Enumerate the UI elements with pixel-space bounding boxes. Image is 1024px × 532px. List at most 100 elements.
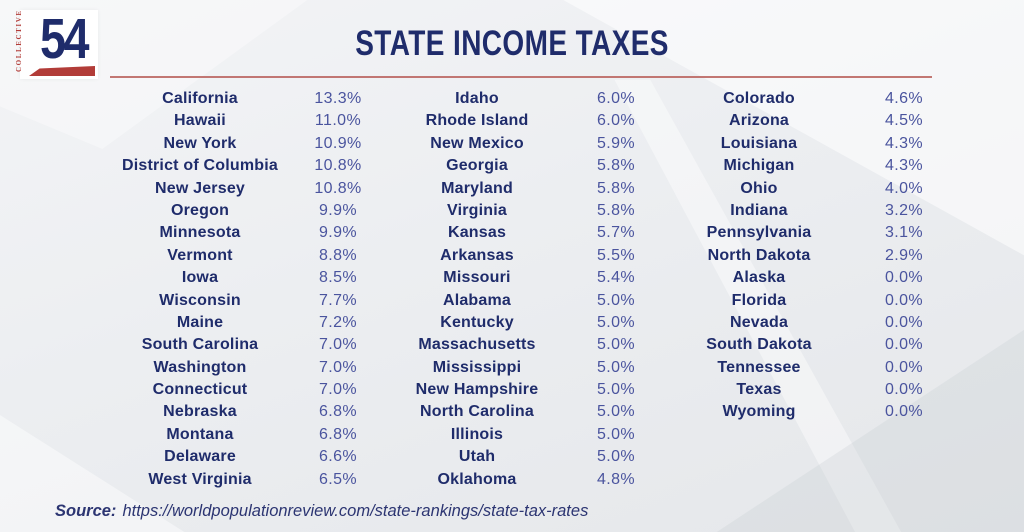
state-name: Alaska <box>732 269 786 287</box>
tax-rate: 9.9% <box>318 224 358 242</box>
table-row: South Carolina 7.0% <box>60 334 390 356</box>
table-row: Washington 7.0% <box>60 357 390 379</box>
state-name: Wisconsin <box>159 291 241 309</box>
state-name: Utah <box>458 448 496 466</box>
tax-rate: 6.8% <box>318 403 358 421</box>
tax-rate: 5.8% <box>596 179 636 197</box>
tax-rate: 0.0% <box>884 403 924 421</box>
table-row: New Mexico 5.9% <box>347 133 667 155</box>
state-name: Texas <box>736 381 782 399</box>
state-name: Tennessee <box>717 358 801 376</box>
tax-rate: 7.0% <box>318 381 358 399</box>
state-name: Missouri <box>443 269 511 287</box>
tax-rate: 0.0% <box>884 269 924 287</box>
tax-rate: 13.3% <box>314 90 362 107</box>
table-row: Mississippi 5.0% <box>347 357 667 379</box>
table-row: Louisiana 4.3% <box>629 133 949 155</box>
table-row: Arkansas 5.5% <box>347 245 667 267</box>
tax-rate: 9.9% <box>318 201 358 219</box>
state-name: California <box>162 90 238 107</box>
table-row: Utah 5.0% <box>347 446 667 468</box>
state-name: Oklahoma <box>437 470 517 488</box>
table-row: Massachusetts 5.0% <box>347 334 667 356</box>
state-name: Hawaii <box>174 112 226 130</box>
tax-rate: 5.0% <box>596 291 636 309</box>
tax-rate: 0.0% <box>884 313 924 331</box>
tax-rate: 6.5% <box>318 470 358 488</box>
tax-rate: 4.3% <box>884 157 924 175</box>
tax-rate: 5.0% <box>596 448 636 466</box>
tax-rate: 5.0% <box>596 358 636 376</box>
tax-rate: 6.8% <box>318 425 358 443</box>
tax-rate: 3.2% <box>884 201 924 219</box>
state-name: Mississippi <box>432 358 522 376</box>
state-name: Virginia <box>447 201 507 219</box>
table-row: Idaho 6.0% <box>347 88 667 110</box>
state-name: Indiana <box>730 201 788 219</box>
table-row: Virginia 5.8% <box>347 200 667 222</box>
tax-rate: 0.0% <box>884 336 924 354</box>
state-name: Michigan <box>723 157 795 175</box>
state-name: Illinois <box>450 425 504 443</box>
tax-rate: 5.9% <box>596 134 636 152</box>
tax-rate: 4.0% <box>884 179 924 197</box>
source-label: Source: <box>55 502 117 520</box>
state-name: Oregon <box>170 201 230 219</box>
tax-rate: 3.1% <box>884 224 924 242</box>
tax-rate: 7.0% <box>318 358 358 376</box>
tax-rate: 0.0% <box>884 381 924 399</box>
table-row: Kansas 5.7% <box>347 222 667 244</box>
tax-table-column-3: Colorado 4.6% Arizona 4.5% Louisiana 4.3% Mich… <box>629 88 949 424</box>
logo-number: 54 <box>40 7 90 71</box>
table-row: Rhode Island 6.0% <box>347 110 667 132</box>
table-row: Colorado 4.6% <box>629 88 949 110</box>
tax-rate: 10.8% <box>314 179 362 197</box>
table-row: Oklahoma 4.8% <box>347 469 667 491</box>
tax-rate: 6.0% <box>596 90 636 107</box>
tax-rate: 7.0% <box>318 336 358 354</box>
tax-rate: 4.5% <box>884 112 924 130</box>
logo-red-wedge-icon <box>29 66 95 76</box>
table-row: Nevada 0.0% <box>629 312 949 334</box>
tax-rate: 5.8% <box>596 157 636 175</box>
tax-rate: 5.0% <box>596 403 636 421</box>
state-name: North Carolina <box>420 403 534 421</box>
table-row: North Dakota 2.9% <box>629 245 949 267</box>
state-name: Pennsylvania <box>706 224 812 242</box>
tax-rate: 5.0% <box>596 425 636 443</box>
table-row: West Virginia 6.5% <box>60 469 390 491</box>
table-row: Maryland 5.8% <box>347 178 667 200</box>
table-row: Pennsylvania 3.1% <box>629 222 949 244</box>
tax-rate: 4.3% <box>884 134 924 152</box>
state-name: Maine <box>176 313 224 331</box>
state-name: Montana <box>166 425 234 443</box>
tax-rate: 5.0% <box>596 381 636 399</box>
tax-rate: 4.6% <box>884 90 924 107</box>
state-name: South Dakota <box>706 336 812 354</box>
tax-rate: 7.2% <box>318 313 358 331</box>
page-title: STATE INCOME TAXES <box>355 24 669 63</box>
tax-rate: 10.9% <box>314 134 362 152</box>
tax-table-column-1: California 13.3% Hawaii 11.0% New York 10.9% D… <box>60 88 390 491</box>
state-name: Maryland <box>441 179 513 197</box>
state-name: Georgia <box>446 157 508 175</box>
table-row: New York 10.9% <box>60 133 390 155</box>
table-row: Delaware 6.6% <box>60 446 390 468</box>
table-row: Ohio 4.0% <box>629 178 949 200</box>
state-name: New Mexico <box>430 134 524 152</box>
table-row: Illinois 5.0% <box>347 424 667 446</box>
table-row: California 13.3% <box>60 88 390 110</box>
tax-rate: 2.9% <box>884 246 924 264</box>
table-row: New Hampshire 5.0% <box>347 379 667 401</box>
table-row: Alaska 0.0% <box>629 267 949 289</box>
source-line: Source: https://worldpopulationreview.com… <box>55 502 588 521</box>
table-row: District of Columbia 10.8% <box>60 155 390 177</box>
state-name: District of Columbia <box>121 157 278 175</box>
table-row: New Jersey 10.8% <box>60 178 390 200</box>
table-row: Wisconsin 7.7% <box>60 290 390 312</box>
tax-table-column-2: Idaho 6.0% Rhode Island 6.0% New Mexico 5.9% G… <box>347 88 667 491</box>
state-name: Iowa <box>181 269 219 287</box>
source-url: https://worldpopulationreview.com/state-… <box>122 502 589 520</box>
tax-rate: 5.0% <box>596 336 636 354</box>
table-row: Hawaii 11.0% <box>60 110 390 132</box>
